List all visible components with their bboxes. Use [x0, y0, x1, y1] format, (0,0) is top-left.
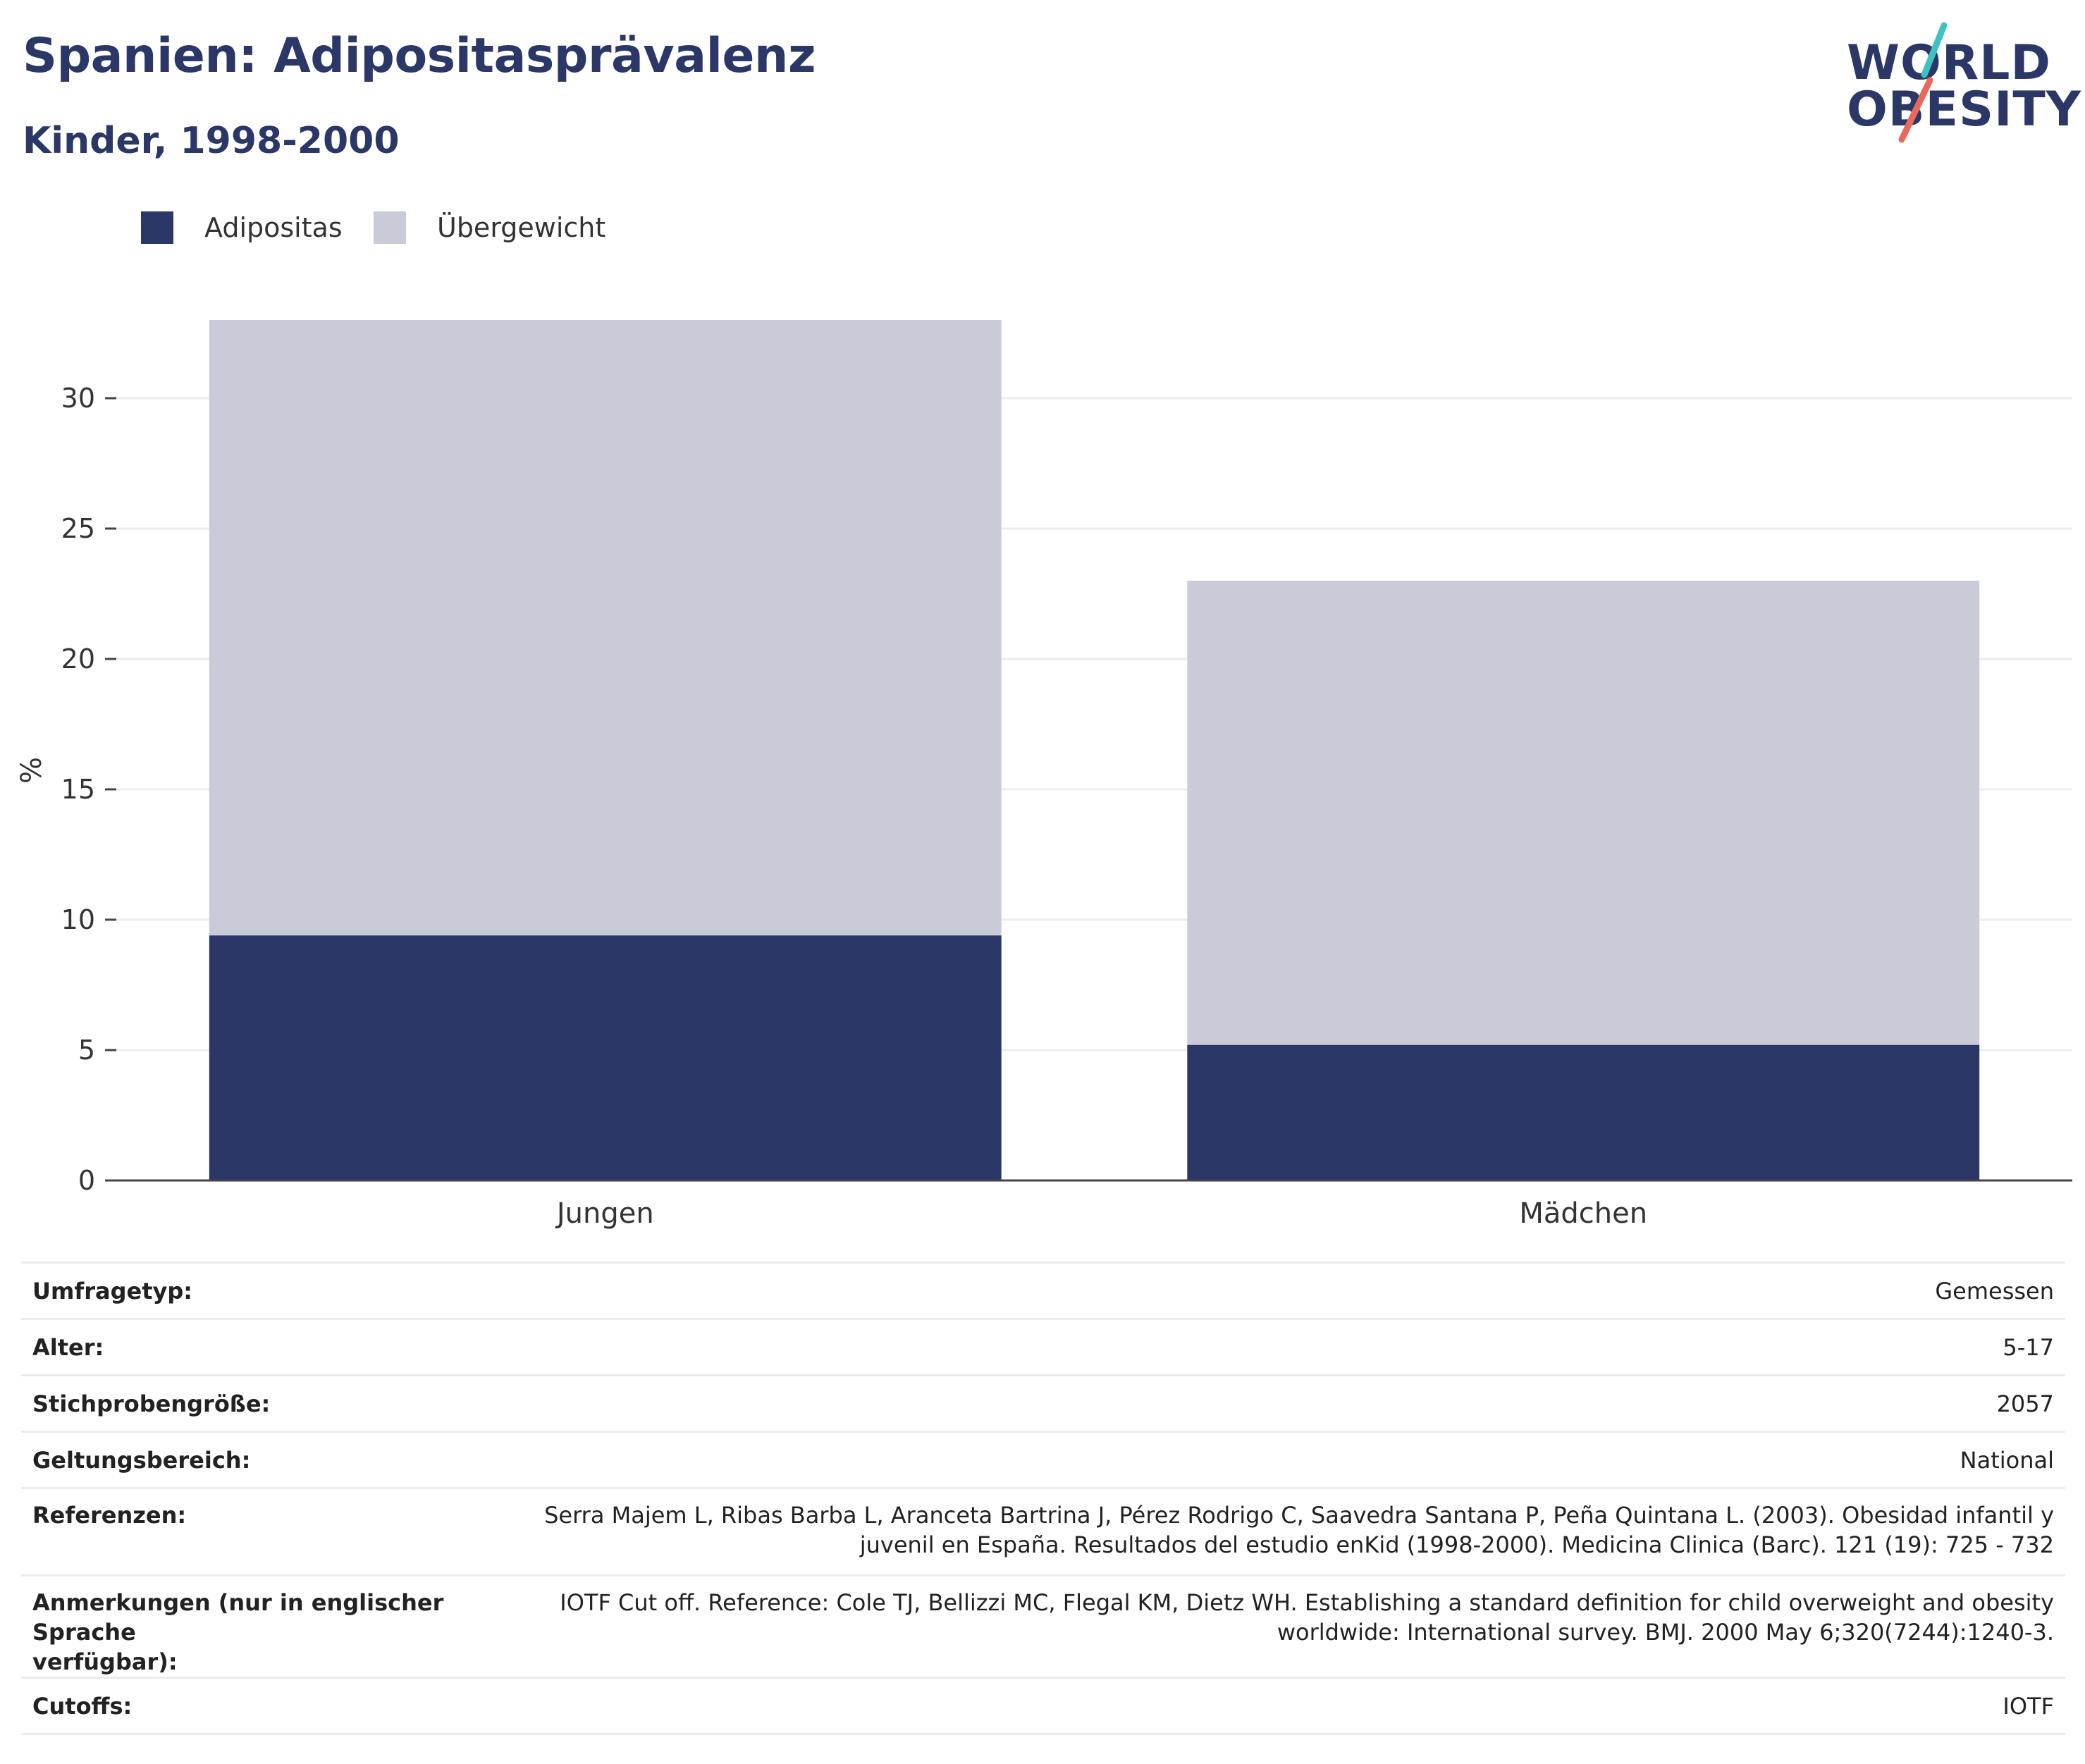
- info-value: IOTF Cut off. Reference: Cole TJ, Belliz…: [515, 1574, 2065, 1679]
- y-tick-label: 30: [61, 383, 95, 414]
- x-tick-label: Jungen: [555, 1197, 654, 1230]
- info-key: Cutoffs:: [21, 1677, 515, 1735]
- y-tick-label: 25: [61, 513, 95, 544]
- y-tick-label: 0: [78, 1165, 95, 1196]
- logo-slash-icon: [1898, 22, 1948, 143]
- info-key: Geltungsbereich:: [21, 1431, 515, 1489]
- info-value-line: IOTF Cut off. Reference: Cole TJ, Belliz…: [560, 1589, 2054, 1616]
- y-tick-label: 15: [61, 774, 95, 805]
- table-row: Cutoffs: IOTF: [21, 1677, 2065, 1735]
- info-value: 5-17: [515, 1318, 2065, 1376]
- info-key-line: verfügbar):: [32, 1648, 178, 1675]
- table-row: Alter: 5-17: [21, 1318, 2065, 1376]
- y-axis-label: %: [16, 757, 48, 784]
- info-key-line: Anmerkungen (nur in englischer Sprache: [32, 1589, 444, 1646]
- y-tick-label: 10: [61, 904, 95, 935]
- info-value: Serra Majem L, Ribas Barba L, Aranceta B…: [515, 1487, 2065, 1577]
- info-key: Umfragetyp:: [21, 1262, 515, 1320]
- stacked-bar-chart: 0 5 10 15 20 25 30 Jungen Mädchen %: [16, 320, 2072, 1230]
- bar-adipositas-jungen[interactable]: [209, 935, 1002, 1180]
- bar-uebergewicht-jungen[interactable]: [209, 320, 1002, 936]
- legend-swatch-adipositas: [141, 211, 173, 244]
- page-subtitle: Kinder, 1998-2000: [23, 120, 400, 162]
- legend-swatch-uebergewicht: [374, 211, 406, 244]
- info-key: Stichprobengröße:: [21, 1374, 515, 1433]
- info-value-line: worldwide: International survey. BMJ. 20…: [1277, 1619, 2054, 1646]
- info-value-line: juvenil en España. Resultados del estudi…: [859, 1531, 2054, 1558]
- y-tick-label: 5: [78, 1035, 95, 1066]
- bar-adipositas-maedchen[interactable]: [1187, 1044, 1980, 1180]
- info-value: National: [515, 1431, 2065, 1489]
- logo-word-obesity: OBESITY: [1847, 82, 2081, 137]
- table-row: Referenzen: Serra Majem L, Ribas Barba L…: [21, 1487, 2065, 1577]
- info-key: Referenzen:: [21, 1487, 515, 1577]
- legend-label-adipositas: Adipositas: [204, 212, 343, 243]
- survey-info-table: Umfragetyp: Gemessen Alter: 5-17 Stichpr…: [21, 1262, 2065, 1735]
- info-value: Gemessen: [515, 1262, 2065, 1320]
- x-tick-label: Mädchen: [1519, 1197, 1647, 1230]
- info-value: IOTF: [515, 1677, 2065, 1735]
- info-key: Alter:: [21, 1318, 515, 1376]
- table-row: Geltungsbereich: National: [21, 1431, 2065, 1489]
- info-value-line: Serra Majem L, Ribas Barba L, Aranceta B…: [544, 1502, 2054, 1529]
- info-key: Anmerkungen (nur in englischer Sprache v…: [21, 1574, 515, 1679]
- world-obesity-logo: WORLD OBESITY: [1833, 20, 2081, 154]
- y-tick-label: 20: [61, 643, 95, 674]
- page-title: Spanien: Adipositasprävalenz: [23, 28, 816, 84]
- bar-uebergewicht-maedchen[interactable]: [1187, 581, 1980, 1045]
- table-row: Stichprobengröße: 2057: [21, 1374, 2065, 1433]
- legend-label-uebergewicht: Übergewicht: [437, 212, 606, 243]
- table-row: Anmerkungen (nur in englischer Sprache v…: [21, 1574, 2065, 1679]
- logo-word-world: WORLD: [1847, 35, 2051, 91]
- info-value: 2057: [515, 1374, 2065, 1433]
- axes: 0 5 10 15 20 25 30 Jungen Mädchen: [61, 383, 2072, 1230]
- bars: [209, 320, 1980, 1180]
- table-row: Umfragetyp: Gemessen: [21, 1262, 2065, 1320]
